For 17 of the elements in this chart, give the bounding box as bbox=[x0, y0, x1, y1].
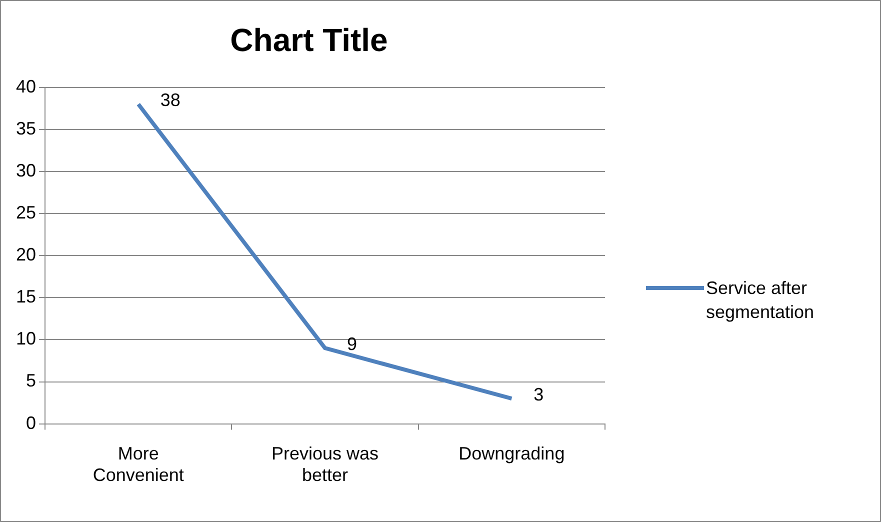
data-label: 3 bbox=[534, 384, 544, 405]
legend-label: Service after segmentation bbox=[706, 277, 816, 324]
data-label: 38 bbox=[160, 90, 180, 110]
x-tick-label: More Convenient bbox=[92, 444, 184, 486]
x-tick-label: Previous was better bbox=[271, 444, 379, 486]
data-label: 9 bbox=[347, 334, 358, 354]
y-tick-label: 0 bbox=[26, 412, 36, 433]
y-tick-label: 35 bbox=[16, 118, 36, 138]
y-tick-label: 30 bbox=[16, 160, 36, 180]
y-tick-label: 10 bbox=[16, 328, 36, 349]
chart-title: Chart Title bbox=[230, 22, 388, 58]
y-tick-label: 20 bbox=[16, 244, 36, 265]
x-tick-label: Downgrading bbox=[458, 444, 565, 464]
y-tick-label: 25 bbox=[16, 202, 36, 223]
y-tick-label: 5 bbox=[26, 370, 36, 391]
y-tick-label: 15 bbox=[16, 286, 36, 307]
y-tick-label: 40 bbox=[16, 76, 36, 96]
